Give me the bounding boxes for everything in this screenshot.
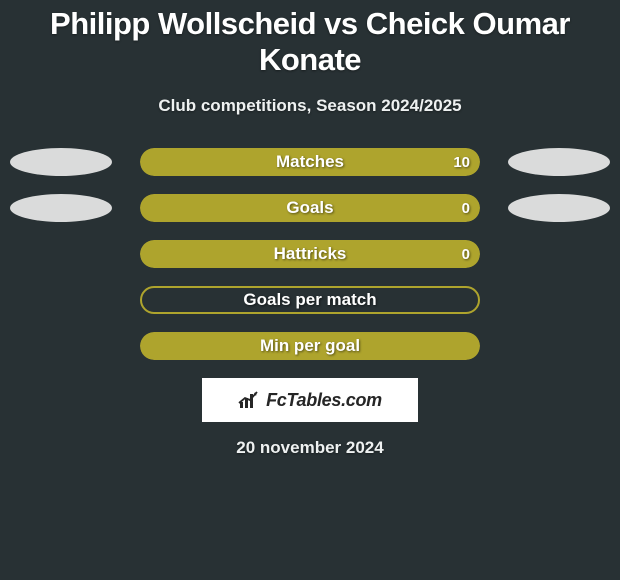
player-right-ellipse [508, 194, 610, 222]
stat-bar-fill [140, 194, 480, 222]
stat-bar: Matches10 [140, 148, 480, 176]
page-subtitle: Club competitions, Season 2024/2025 [158, 96, 461, 116]
stat-bar: Goals per match [140, 286, 480, 314]
stats-chart: Matches10 Goals0 Hattricks0 Goals per match… [0, 148, 620, 360]
stat-row: Hattricks0 [0, 240, 620, 268]
player-left-ellipse [10, 148, 112, 176]
stat-bar-fill [140, 332, 480, 360]
player-right-ellipse [508, 148, 610, 176]
stat-bar-fill [140, 148, 480, 176]
footer-date: 20 november 2024 [236, 438, 383, 458]
stat-row: Matches10 [0, 148, 620, 176]
stat-bar: Hattricks0 [140, 240, 480, 268]
brand-badge[interactable]: FcTables.com [202, 378, 418, 422]
chart-icon [238, 390, 260, 410]
player-left-ellipse [10, 194, 112, 222]
stat-row: Goals per match [0, 286, 620, 314]
stat-bar: Goals0 [140, 194, 480, 222]
page-title: Philipp Wollscheid vs Cheick Oumar Konat… [0, 6, 620, 78]
brand-text: FcTables.com [266, 390, 382, 411]
stat-row: Min per goal [0, 332, 620, 360]
stat-bar: Min per goal [140, 332, 480, 360]
stat-row: Goals0 [0, 194, 620, 222]
stat-label: Goals per match [142, 288, 478, 312]
stat-bar-fill [140, 240, 480, 268]
